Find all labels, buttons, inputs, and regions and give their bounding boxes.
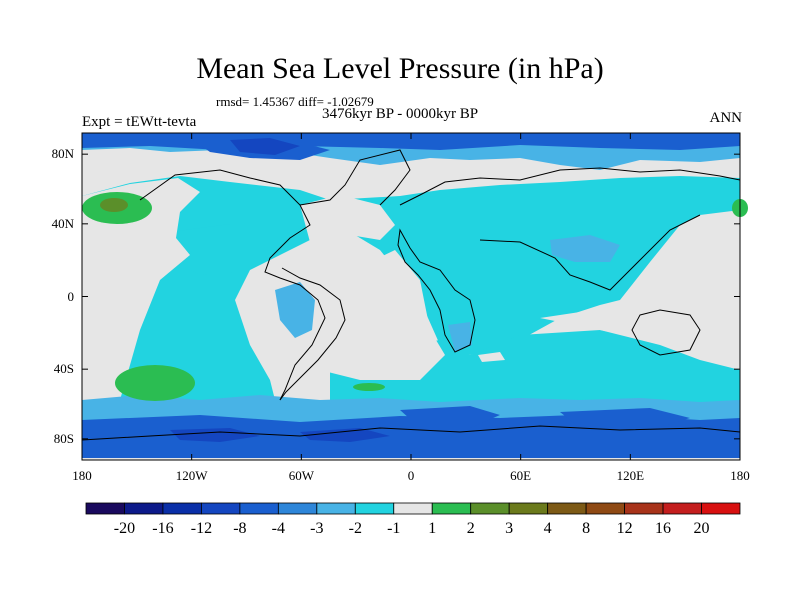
anomaly-neutral-regions xyxy=(82,178,740,400)
neutral-south-atlantic xyxy=(300,250,445,380)
colorbar-box xyxy=(470,502,510,515)
coast-antarctica xyxy=(81,425,741,441)
colorbar-label: -12 xyxy=(190,520,213,537)
period-subtitle: 3476kyr BP - 0000kyr BP xyxy=(322,106,479,122)
anomaly-olive-regions xyxy=(100,198,128,212)
patch-south-atlantic-dark-blue xyxy=(400,406,500,428)
colorbar-label: -2 xyxy=(348,520,362,537)
lon-tick-label: 60E xyxy=(510,468,532,483)
patch-greenland-deep-blue xyxy=(230,138,300,155)
colorbar-box xyxy=(662,502,702,515)
lat-tick-label: 40S xyxy=(53,361,74,377)
colorbar-label: -4 xyxy=(271,520,285,537)
colorbar-label: -1 xyxy=(387,520,401,537)
colorbar-box xyxy=(201,502,241,515)
coast-greenland xyxy=(299,149,411,206)
colorbar-box xyxy=(124,502,164,515)
lon-tick-label: 180 xyxy=(72,468,92,483)
colorbar-box xyxy=(239,502,279,515)
blob-north-pacific-olive xyxy=(100,198,128,212)
neutral-south-africa xyxy=(478,352,505,362)
coast-americas-west xyxy=(139,169,326,401)
patch-south-africa-mid-blue xyxy=(448,322,472,352)
colorbar-label: 4 xyxy=(543,520,552,537)
lon-tick-label: 60W xyxy=(288,468,314,483)
patch-pacific-light-blue xyxy=(170,224,250,275)
colorbar-label: -16 xyxy=(152,520,174,537)
patch-tibet-mid-blue xyxy=(550,235,620,262)
colorbar-box xyxy=(393,502,433,515)
colorbar-box xyxy=(431,502,472,515)
colorbar-box xyxy=(547,502,587,515)
colorbar-label: 12 xyxy=(616,520,633,537)
colorbar-label: -20 xyxy=(113,520,136,537)
blob-south-pacific-green xyxy=(115,365,195,401)
lat-tick-label: 40N xyxy=(51,215,74,231)
colorbar-label: 16 xyxy=(655,520,672,537)
patch-south-america-mid-blue xyxy=(275,282,315,338)
colorbar-box xyxy=(585,502,625,515)
colorbar-label: 2 xyxy=(466,520,475,537)
colorbar-box xyxy=(624,502,664,515)
coastlines xyxy=(81,149,741,441)
lat-tick-label: 0 xyxy=(67,288,75,304)
coast-eurasia-north xyxy=(399,167,741,206)
patch-south-indian-dark-blue xyxy=(560,408,690,430)
anomaly-deep-blue-regions xyxy=(170,138,390,442)
colorbar-box xyxy=(316,502,356,515)
axis-ticks xyxy=(81,133,741,460)
season-label: ANN xyxy=(709,110,743,126)
colorbar-box xyxy=(354,502,395,515)
colorbar-box xyxy=(508,502,549,515)
colorbar-box xyxy=(277,502,318,515)
colorbar-label: -8 xyxy=(233,520,247,537)
colorbar-box xyxy=(162,502,202,515)
lon-tick-label: 120E xyxy=(616,468,645,483)
lat-tick-label: 80N xyxy=(51,146,74,162)
neutral-north-atlantic xyxy=(300,195,395,242)
stats-label: rmsd= 1.45367 diff= -1.02679 xyxy=(216,94,374,109)
colorbar-label: -3 xyxy=(310,520,324,537)
blob-south-atlantic-green xyxy=(353,383,385,391)
patch-antarctic-deep-blue-1 xyxy=(170,428,260,442)
colorbar-label: 3 xyxy=(505,520,514,537)
anomaly-dark-blue-regions xyxy=(82,133,740,458)
coast-south-america-east xyxy=(279,267,346,401)
band-antarctic-dark-blue xyxy=(82,414,740,458)
colorbar-box xyxy=(701,502,741,515)
colorbar-label: 1 xyxy=(428,520,437,537)
colorbar-label: 8 xyxy=(582,520,591,537)
lon-tick-label: 120W xyxy=(175,468,208,483)
lat-tick-label: 80S xyxy=(53,430,74,446)
lon-tick-label: 180 xyxy=(730,468,750,483)
patch-antarctic-deep-blue-2 xyxy=(300,428,390,442)
map-title: Mean Sea Level Pressure (in hPa) xyxy=(196,52,604,85)
colorbar-label: 20 xyxy=(693,520,710,537)
lon-tick-label: 0 xyxy=(407,468,415,483)
colorbar-box xyxy=(85,502,125,515)
neutral-indian-pacific xyxy=(540,225,740,370)
experiment-label: Expt = tEWtt-tevta xyxy=(82,114,197,130)
neutral-pacific-west xyxy=(82,178,200,400)
coast-australia xyxy=(631,309,701,356)
coast-africa xyxy=(397,228,476,353)
coast-asia-south xyxy=(479,214,701,291)
